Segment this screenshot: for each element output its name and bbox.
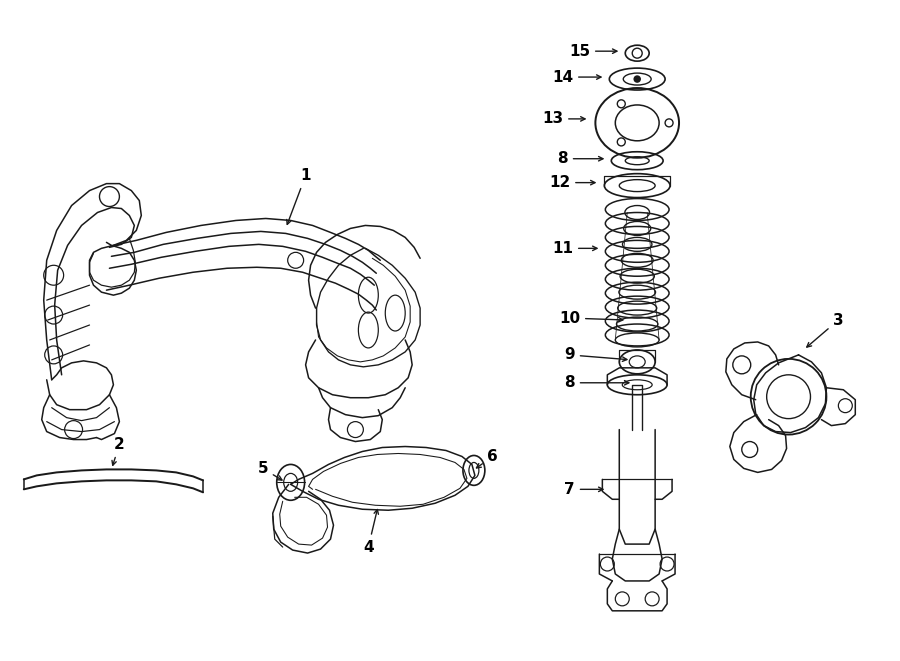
Circle shape: [634, 76, 640, 82]
Text: 7: 7: [564, 482, 603, 497]
Text: 1: 1: [287, 168, 310, 224]
Text: 3: 3: [806, 313, 843, 347]
Text: 10: 10: [559, 311, 623, 326]
Text: 13: 13: [542, 112, 585, 126]
Text: 8: 8: [557, 151, 603, 166]
Text: 11: 11: [552, 241, 597, 256]
Text: 5: 5: [257, 461, 282, 480]
Text: 8: 8: [564, 375, 629, 390]
Text: 6: 6: [476, 449, 499, 468]
Text: 15: 15: [569, 44, 616, 59]
Text: 12: 12: [549, 175, 595, 190]
Text: 4: 4: [363, 510, 378, 555]
Text: 2: 2: [112, 437, 125, 465]
Text: 14: 14: [552, 69, 601, 85]
Text: 9: 9: [564, 348, 627, 362]
